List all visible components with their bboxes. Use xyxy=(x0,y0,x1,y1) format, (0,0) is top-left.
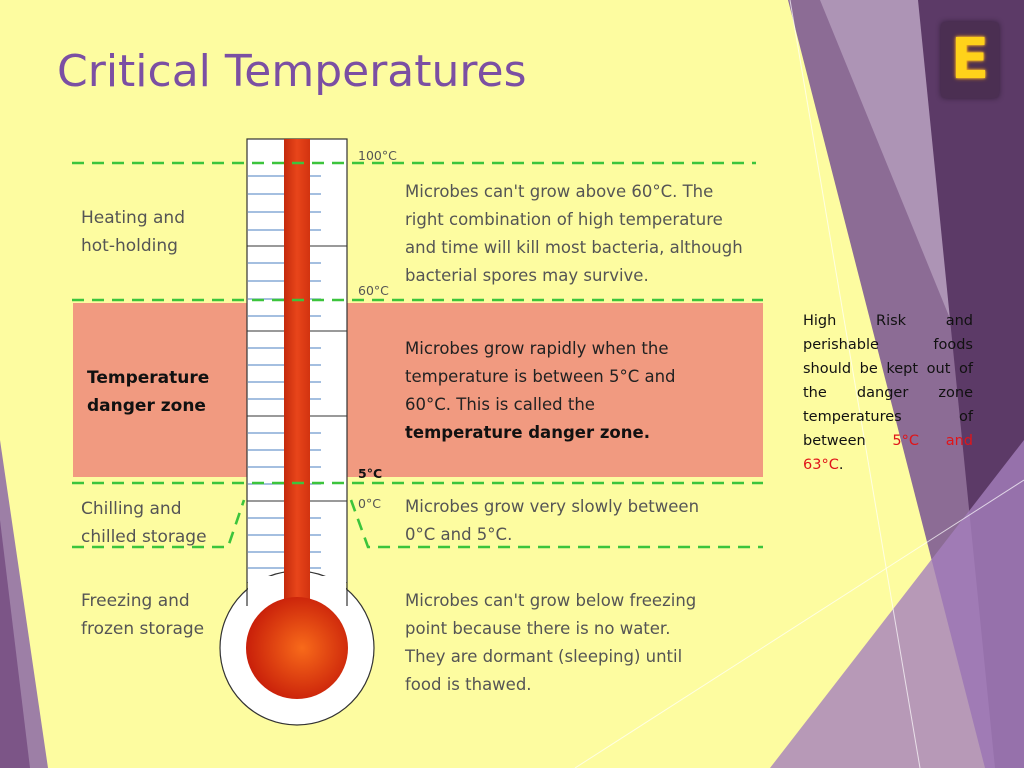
note-text: High Risk and perishable foods should be… xyxy=(803,313,973,449)
temp-label-5: 5°C xyxy=(358,466,382,481)
logo-letter: E xyxy=(950,27,990,92)
zone-label-chilling: Chilling and chilled storage xyxy=(81,499,207,547)
mercury-bulb xyxy=(246,597,348,699)
storage-note: High Risk and perishable foods should be… xyxy=(803,309,973,477)
decor-line xyxy=(574,479,1024,768)
zone-boundaries xyxy=(72,161,763,549)
logo-badge: E xyxy=(941,22,999,98)
danger-zone-band xyxy=(73,303,763,477)
left-dark-facet xyxy=(0,520,30,768)
thermometer-figure: 100°C 60°C 5°C 0°C Heating and hot-holdi… xyxy=(72,138,763,733)
temp-label-0: 0°C xyxy=(358,496,381,511)
bottom-right-facet xyxy=(770,440,1024,768)
note-text-end: . xyxy=(838,457,844,473)
zone-desc-heating: Microbes can't grow above 60°C. The righ… xyxy=(405,182,748,285)
mercury-column xyxy=(284,139,310,619)
slide-title: Critical Temperatures xyxy=(57,46,527,97)
zone-desc-danger: Microbes grow rapidly when the temperatu… xyxy=(405,339,681,442)
zone-desc-freezing: Microbes can't grow below freezing point… xyxy=(404,591,702,694)
note-highlight-range: 5°C and 63°C xyxy=(803,433,973,473)
decor-line xyxy=(789,0,921,768)
temp-label-60: 60°C xyxy=(358,283,389,298)
zone-label-danger: Temperature danger zone xyxy=(87,368,215,416)
zone-label-heating: Heating and hot-holding xyxy=(81,208,190,256)
zone-label-freezing: Freezing and frozen storage xyxy=(81,591,204,639)
temp-label-100: 100°C xyxy=(358,148,397,163)
zone-desc-chilling: Microbes grow very slowly between 0°C an… xyxy=(405,497,704,544)
